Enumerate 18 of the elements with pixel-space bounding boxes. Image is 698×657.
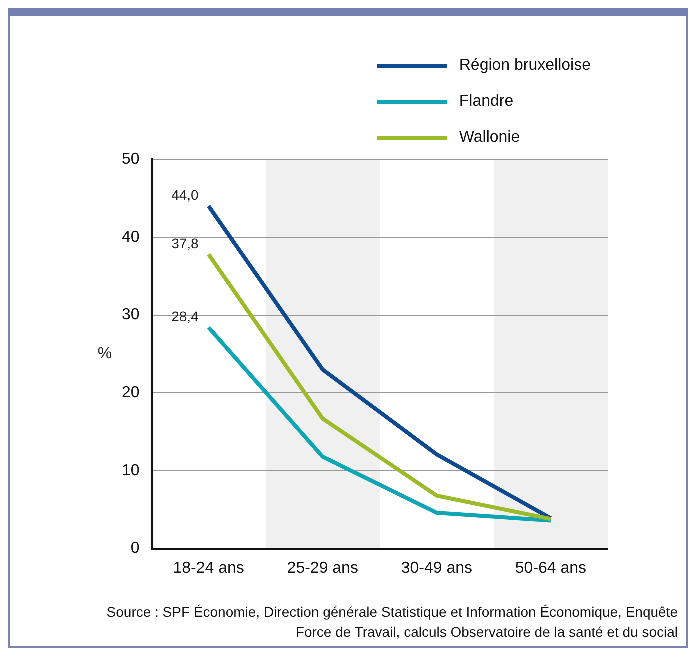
y-tick-label: 50 xyxy=(122,151,140,168)
x-tick-label: 30-49 ans xyxy=(401,560,473,577)
x-tick-label: 50-64 ans xyxy=(515,560,587,577)
data-label: 37,8 xyxy=(172,235,200,252)
y-axis-title: % xyxy=(98,346,112,363)
y-tick-label: 30 xyxy=(122,306,140,324)
legend-label: Région bruxelloise xyxy=(459,57,591,75)
y-tick-label: 10 xyxy=(122,462,140,480)
x-tick-label: 18-24 ans xyxy=(173,560,244,577)
source-note: Source : SPF Économie, Direction générale Statistique et Information Économique, Enquête Force de Travail, calculs Observatoire de la santé et du social xyxy=(106,603,678,642)
y-tick-label: 20 xyxy=(122,384,140,402)
y-tick-label: 0 xyxy=(130,540,140,558)
legend-label: Flandre xyxy=(459,93,514,111)
legend-label: Wallonie xyxy=(459,129,520,147)
x-tick-label: 25-29 ans xyxy=(287,560,358,577)
data-label: 44,0 xyxy=(172,187,200,204)
y-tick-label: 40 xyxy=(122,228,140,246)
data-label: 28,4 xyxy=(172,308,200,325)
